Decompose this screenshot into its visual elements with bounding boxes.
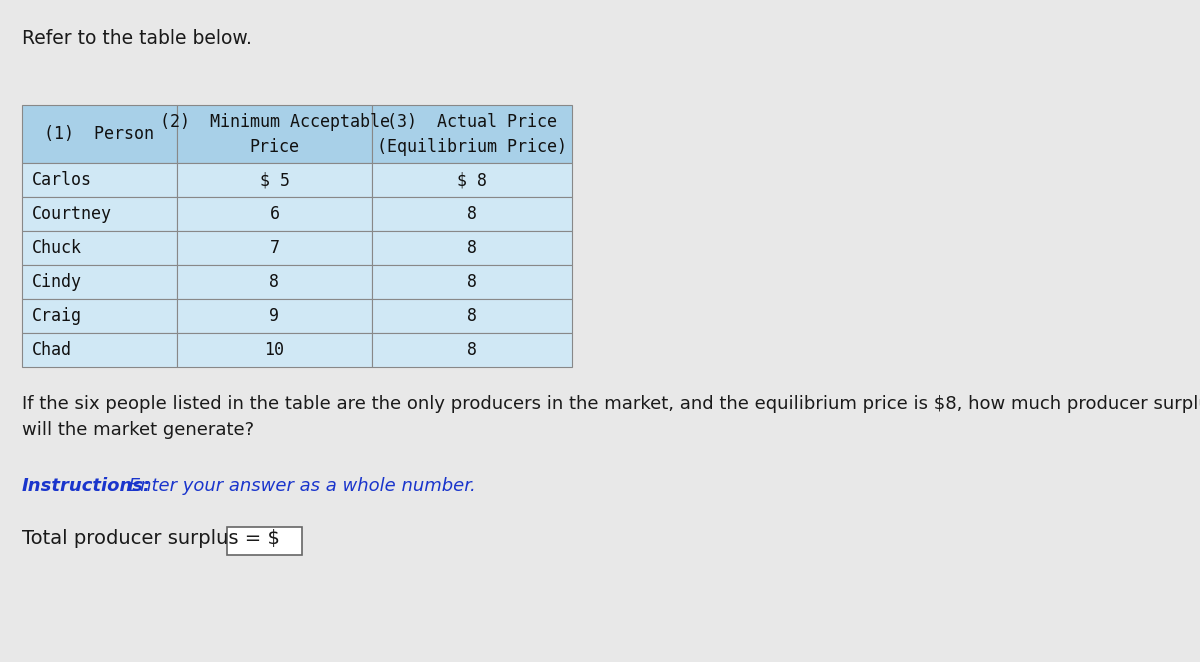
Text: 8: 8 [467, 205, 478, 223]
Text: 8: 8 [270, 273, 280, 291]
Text: 7: 7 [270, 239, 280, 257]
Bar [22, 197, 178, 231]
Bar [178, 265, 372, 299]
Text: Enter your answer as a whole number.: Enter your answer as a whole number. [124, 477, 475, 495]
Bar [372, 265, 572, 299]
Bar [372, 197, 572, 231]
Bar [227, 527, 302, 555]
Text: 8: 8 [467, 273, 478, 291]
Text: Craig: Craig [32, 307, 82, 325]
Text: If the six people listed in the table are the only producers in the market, and : If the six people listed in the table ar… [22, 395, 1200, 440]
Bar [22, 105, 178, 163]
Text: (3)  Actual Price: (3) Actual Price [386, 113, 557, 131]
Bar [178, 299, 372, 333]
Text: $ 5: $ 5 [259, 171, 289, 189]
Bar [372, 105, 572, 163]
Bar [178, 105, 372, 163]
Bar [22, 333, 178, 367]
Bar [22, 163, 178, 197]
Text: Price: Price [250, 138, 300, 156]
Text: (2)  Minimum Acceptable: (2) Minimum Acceptable [160, 113, 390, 131]
Bar [22, 231, 178, 265]
Bar [22, 265, 178, 299]
Text: Total producer surplus = $: Total producer surplus = $ [22, 529, 280, 548]
Bar [372, 299, 572, 333]
Text: Refer to the table below.: Refer to the table below. [22, 28, 252, 48]
Text: Instructions:: Instructions: [22, 477, 151, 495]
Text: Carlos: Carlos [32, 171, 92, 189]
Bar [372, 333, 572, 367]
Text: Cindy: Cindy [32, 273, 82, 291]
Bar [22, 299, 178, 333]
Text: Chad: Chad [32, 341, 72, 359]
Text: 10: 10 [264, 341, 284, 359]
Text: Chuck: Chuck [32, 239, 82, 257]
Bar [372, 231, 572, 265]
Text: (Equilibrium Price): (Equilibrium Price) [377, 138, 568, 156]
Text: 9: 9 [270, 307, 280, 325]
Text: Courtney: Courtney [32, 205, 112, 223]
Bar [178, 333, 372, 367]
Bar [372, 163, 572, 197]
Text: 8: 8 [467, 341, 478, 359]
Text: 6: 6 [270, 205, 280, 223]
Text: 8: 8 [467, 307, 478, 325]
Text: 8: 8 [467, 239, 478, 257]
Text: (1)  Person: (1) Person [44, 125, 155, 143]
Bar [178, 163, 372, 197]
Bar [178, 231, 372, 265]
Text: $ 8: $ 8 [457, 171, 487, 189]
Bar [178, 197, 372, 231]
